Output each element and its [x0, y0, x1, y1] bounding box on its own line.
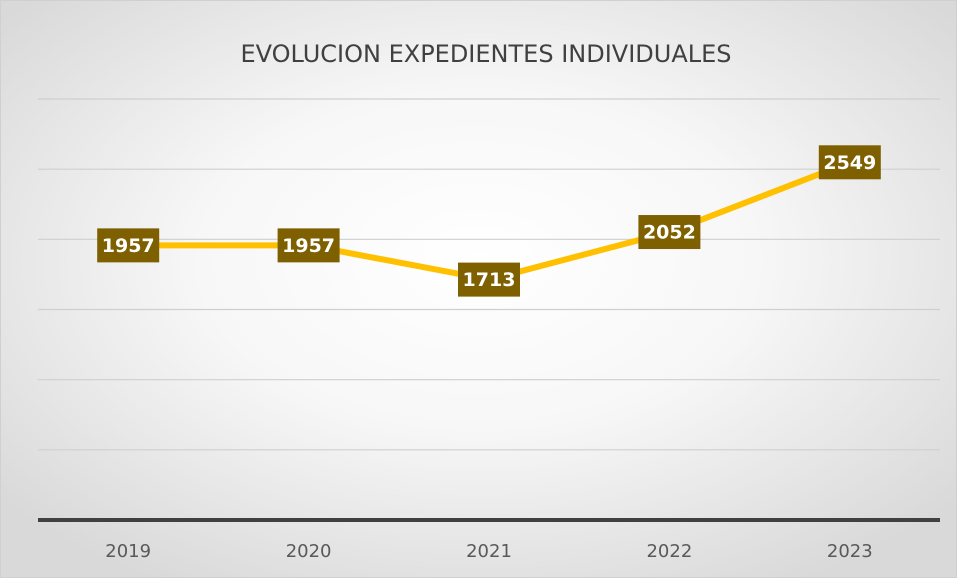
chart-title: EVOLUCION EXPEDIENTES INDIVIDUALES [240, 40, 731, 68]
data-label-box [97, 228, 160, 263]
data-label-box [638, 215, 701, 250]
data-label: 1713 [463, 269, 516, 291]
data-label: 1957 [102, 235, 155, 257]
x-tick-label: 2019 [105, 541, 151, 562]
data-label-box [458, 262, 520, 297]
data-label-box [277, 228, 340, 263]
data-label-box [818, 145, 881, 180]
data-label: 2549 [823, 152, 876, 174]
data-label: 1957 [282, 235, 335, 257]
x-tick-label: 2022 [646, 541, 692, 562]
x-tick-label: 2020 [286, 541, 332, 562]
x-tick-label: 2021 [466, 541, 512, 562]
data-label: 2052 [643, 222, 696, 244]
x-tick-label: 2023 [827, 541, 873, 562]
